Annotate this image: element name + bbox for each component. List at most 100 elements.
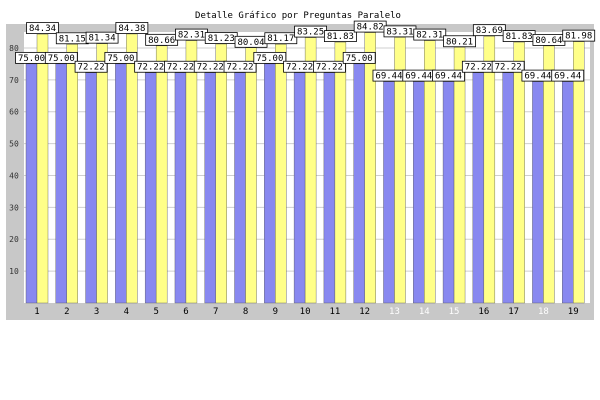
x-tick-label: 4 bbox=[124, 307, 129, 317]
bar-series-2 bbox=[215, 43, 227, 304]
y-tick-label: 20 bbox=[9, 235, 19, 244]
bar-series-2 bbox=[155, 45, 168, 304]
data-label-box bbox=[323, 30, 357, 43]
x-tick-label: 3 bbox=[94, 307, 99, 317]
data-label: 72.22 bbox=[461, 60, 495, 73]
data-label: 84.34 bbox=[26, 22, 59, 35]
data-label-text: 80.04 bbox=[237, 38, 264, 48]
data-label: 84.82 bbox=[353, 20, 387, 33]
x-tick-label: 6 bbox=[183, 307, 188, 317]
data-label-box bbox=[264, 32, 298, 45]
bar-series-1 bbox=[234, 72, 246, 304]
bar-series-2 bbox=[573, 41, 585, 304]
bar-series-2 bbox=[275, 44, 287, 304]
x-tick-label: 8 bbox=[243, 307, 248, 317]
y-tick-label: 60 bbox=[9, 108, 19, 117]
bar-series-2 bbox=[424, 40, 436, 304]
data-label: 81.83 bbox=[502, 30, 536, 42]
data-label-box bbox=[491, 60, 525, 73]
data-label-text: 72.22 bbox=[137, 63, 164, 73]
data-label-text: 75.00 bbox=[256, 54, 283, 64]
data-label-box bbox=[44, 51, 78, 64]
data-label: 75.00 bbox=[104, 51, 138, 64]
bar-series-1 bbox=[353, 63, 365, 304]
data-label-box bbox=[223, 60, 257, 73]
data-label-text: 75.00 bbox=[346, 54, 373, 64]
bar-series-1 bbox=[174, 72, 187, 304]
bar-series-2 bbox=[543, 45, 555, 304]
bar-series-2 bbox=[513, 41, 525, 304]
data-label-text: 69.44 bbox=[435, 72, 462, 82]
data-label-text: 75.00 bbox=[18, 54, 45, 64]
bar-series-2 bbox=[334, 41, 347, 304]
data-label-text: 83.31 bbox=[386, 27, 413, 37]
y-tick-label: 40 bbox=[9, 171, 19, 180]
bar-series-1 bbox=[472, 72, 485, 304]
data-label: 84.38 bbox=[115, 22, 149, 34]
data-label: 81.34 bbox=[85, 31, 119, 44]
data-label: 75.00 bbox=[15, 51, 48, 64]
data-label: 72.22 bbox=[283, 60, 317, 73]
data-label-text: 82.31 bbox=[178, 31, 205, 41]
data-label-text: 72.22 bbox=[167, 63, 194, 73]
y-tick-label: 30 bbox=[9, 203, 19, 212]
data-label: 82.31 bbox=[175, 28, 208, 41]
x-tick-label: 17 bbox=[508, 307, 519, 317]
data-label: 72.22 bbox=[491, 60, 525, 73]
data-label-text: 84.38 bbox=[118, 24, 145, 34]
data-label-text: 72.22 bbox=[465, 63, 492, 73]
y-tick-label: 50 bbox=[9, 140, 19, 149]
bar-series-2 bbox=[185, 40, 198, 304]
bars-layer bbox=[25, 32, 585, 304]
data-label-text: 81.17 bbox=[267, 34, 294, 44]
data-label: 72.22 bbox=[193, 60, 227, 73]
bar-series-1 bbox=[323, 72, 336, 304]
x-tick-label: 14 bbox=[419, 307, 430, 317]
bar-series-2 bbox=[304, 37, 317, 304]
bar-series-2 bbox=[126, 33, 138, 304]
data-label: 69.44 bbox=[551, 69, 585, 82]
data-label: 75.00 bbox=[342, 51, 376, 64]
data-label-text: 81.15 bbox=[59, 34, 86, 44]
data-label-text: 72.22 bbox=[316, 63, 343, 73]
data-label-text: 80.64 bbox=[535, 36, 562, 46]
data-label-box bbox=[312, 60, 346, 73]
data-label: 80.66 bbox=[145, 33, 179, 46]
data-label: 80.04 bbox=[234, 35, 268, 48]
x-tick-label: 2 bbox=[64, 307, 69, 317]
bar-series-1 bbox=[532, 81, 544, 304]
data-label-box bbox=[85, 31, 119, 44]
x-tick-label: 9 bbox=[273, 307, 278, 317]
data-label-box bbox=[472, 24, 506, 37]
data-label-box bbox=[26, 22, 59, 35]
x-tick-label: 11 bbox=[329, 307, 340, 317]
data-label-text: 72.22 bbox=[226, 63, 253, 73]
data-label: 83.25 bbox=[294, 25, 328, 38]
x-tick-label: 1 bbox=[34, 307, 39, 317]
data-label-text: 75.00 bbox=[48, 54, 75, 64]
bar-series-1 bbox=[413, 81, 425, 304]
data-label-text: 75.00 bbox=[107, 54, 134, 64]
x-tick-label: 7 bbox=[213, 307, 218, 317]
data-label-text: 84.82 bbox=[357, 23, 384, 33]
bar-series-2 bbox=[364, 32, 376, 304]
data-label-text: 80.66 bbox=[148, 36, 175, 46]
y-tick-label: 70 bbox=[9, 76, 19, 85]
bar-series-1 bbox=[502, 72, 514, 304]
data-label-text: 72.22 bbox=[78, 63, 105, 73]
data-label: 82.31 bbox=[413, 28, 447, 41]
bar-series-2 bbox=[453, 47, 466, 304]
data-label-text: 80.21 bbox=[446, 37, 473, 47]
chart-title: Detalle Gráfico por Preguntas Paralelo bbox=[195, 11, 401, 21]
data-label-box bbox=[413, 28, 447, 41]
x-axis-ticks: 1 2 3 4 5 6 7 8 9 10 11 12 13 14 15 16 17 18 19 bbox=[34, 307, 578, 317]
data-label-text: 81.83 bbox=[506, 32, 533, 42]
bar-series-2 bbox=[483, 35, 496, 304]
data-label: 81.23 bbox=[204, 32, 238, 44]
data-label-box bbox=[115, 22, 149, 34]
bar-series-1 bbox=[25, 63, 38, 304]
bar-series-1 bbox=[264, 63, 276, 304]
bar-series-1 bbox=[55, 63, 67, 304]
data-label-text: 81.98 bbox=[565, 32, 592, 42]
